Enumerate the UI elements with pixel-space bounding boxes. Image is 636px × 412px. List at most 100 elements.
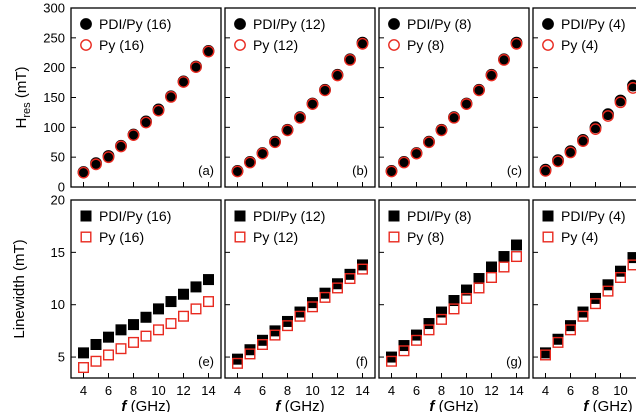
data-point [115,343,127,355]
panel-label: (g) [506,354,522,369]
x-axis-title: f (GHz) [121,398,170,412]
data-point [398,156,410,169]
data-point [231,357,243,369]
y-tick-label: 20 [51,193,65,208]
data-point [357,263,369,275]
y-axis-unit: (mT) [13,67,30,103]
panel-c: PDI/Py (8) Py (8) (c) [378,7,530,188]
data-point [140,330,152,342]
legend-marker [234,39,246,51]
data-point [615,265,627,277]
x-tick-label: 4 [80,383,87,398]
data-point [294,111,306,124]
x-axis-symbol: f [121,398,128,412]
data-point [269,329,281,341]
data-point [577,135,589,147]
data-point [564,146,577,159]
x-axis-title: f (GHz) [429,398,478,412]
plot-frame [378,199,530,379]
data-point [115,324,127,336]
data-point [552,336,564,348]
x-tick-label: 12 [176,383,190,398]
data-point [473,84,485,97]
panel-label: (a) [198,163,214,178]
data-point [127,129,140,141]
series-filled [77,274,214,359]
data-point [411,334,423,346]
data-point [356,37,369,50]
data-point [152,104,165,117]
data-point [102,349,114,361]
data-point [319,291,331,303]
data-point [511,251,523,263]
series-filled [231,36,369,177]
x-axis-unit: (GHz) [280,398,324,412]
panel-b: PDI/Py (12) Py (12) (b) [224,7,376,188]
data-point [190,303,202,315]
legend-marker [542,18,554,30]
x-tick-label: 10 [305,383,319,398]
data-point [282,320,294,332]
x-tick-label: 14 [355,383,369,398]
data-point [410,147,423,160]
x-tick-label: 12 [330,383,344,398]
legend-marker [542,210,554,222]
series-open [77,45,215,179]
data-point [615,271,627,283]
legend-marker [542,231,554,243]
data-point [202,296,214,308]
x-tick-label: 4 [234,383,241,398]
series-open [231,37,369,178]
data-point [627,82,636,94]
legend-label: PDI/Py (8) [407,208,472,224]
data-point [231,165,244,178]
data-point [344,54,356,66]
data-point [177,310,189,322]
data-point [436,306,448,318]
legend-marker [80,210,92,222]
y-tick-label: 250 [43,30,65,45]
data-point [331,69,344,82]
legend-label: Py (4) [561,229,598,245]
data-point [77,166,90,179]
data-point [461,292,473,304]
plot-frame [532,199,636,379]
data-point [307,301,319,313]
data-point [498,251,510,263]
data-point [281,124,294,137]
data-point [306,98,319,110]
data-point [294,310,306,322]
data-point [244,348,256,360]
series-open [539,82,636,177]
data-point [398,345,410,357]
y-tick-label: 0 [58,180,65,195]
legend-label: Py (4) [561,37,598,53]
data-point [498,54,510,66]
data-point [244,156,256,169]
panel-a: 0 50 100 150 200 250 300 Hres (mT) PDI/Py (16) Py… [13,1,222,195]
data-point [202,45,215,58]
y-tick-label: 150 [43,90,65,105]
legend-marker [388,18,400,30]
legend-label: Py (12) [253,229,298,245]
x-tick-label: 6 [567,383,574,398]
x-tick-label: 8 [130,383,137,398]
data-point [460,98,473,110]
plot-frame [224,199,376,379]
data-point [423,324,435,336]
data-point [473,273,485,285]
legend-marker [388,210,400,222]
legend-marker [80,39,92,51]
data-point [319,84,331,97]
legend-marker [234,231,246,243]
data-point [589,123,602,136]
data-point [486,261,498,273]
x-tick-label: 6 [413,383,420,398]
data-point [627,252,636,264]
data-point [127,319,139,331]
x-tick-label: 8 [284,383,291,398]
x-axis-symbol: f [583,398,590,412]
data-point [140,311,152,323]
plot-frame [70,199,222,379]
